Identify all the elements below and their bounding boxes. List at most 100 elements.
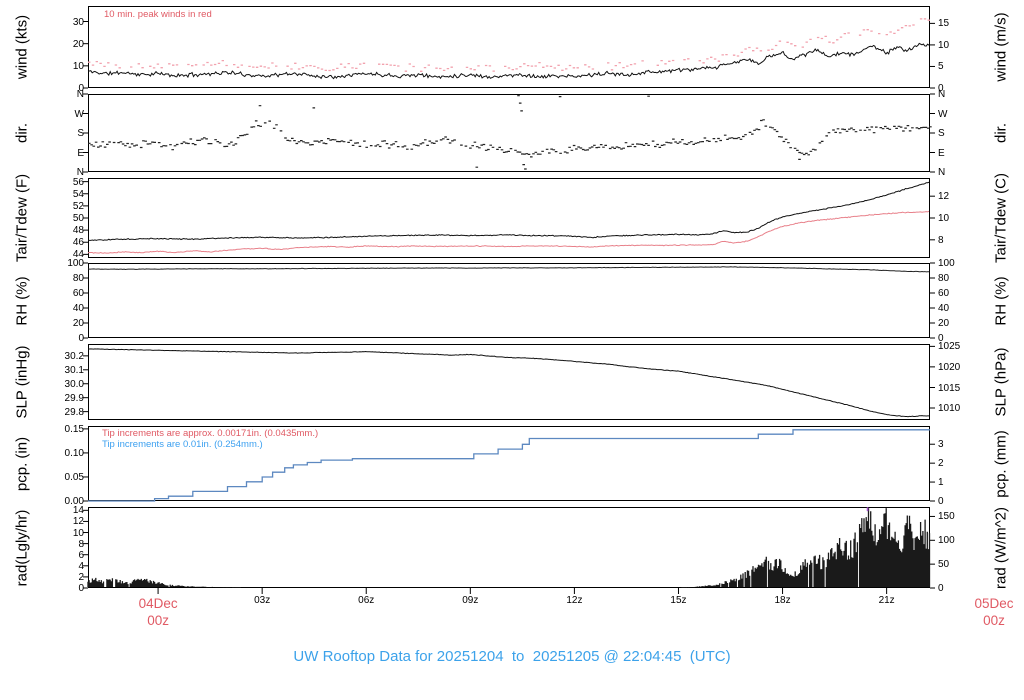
tair-left-axis-title: Tair/Tdew (F) [13, 173, 31, 263]
panel-pcp-plot [83, 426, 935, 502]
pcp-ytick-right-1: 1 [938, 477, 944, 489]
x-axis-end-date-label: 05Dec 00z [956, 595, 1024, 629]
panel-tair-plot [83, 178, 935, 258]
end-date-line2: 00z [983, 613, 1005, 628]
pcp-ytick-right-2: 2 [938, 458, 944, 470]
rh-ytick-left-1: 20 [72, 318, 84, 329]
wind-annotation-0: 10 min. peak winds in red [104, 9, 212, 20]
figure-title: UW Rooftop Data for 20251204 to 20251205… [293, 648, 731, 665]
slp-ytick-right-0: 1010 [938, 403, 961, 414]
tair-ytick-right-0: 8 [938, 234, 944, 246]
rad-ytick-left-0: 0 [78, 583, 84, 594]
dir-ytick-right-4: N [938, 167, 946, 178]
x-axis-start-date-label: 04Dec 00z [118, 595, 198, 629]
dir-ytick-right-0: N [938, 89, 946, 100]
panel-dir-plot [83, 93, 935, 173]
x-tick-label-03z: 03z [254, 595, 271, 606]
rad-right-axis-title: rad (W/m^2) [992, 506, 1010, 589]
wind-ytick-right-2: 10 [938, 39, 950, 51]
tair-ytick-left-2: 48 [72, 225, 84, 237]
slp-ytick-left-0: 29.8 [64, 406, 84, 418]
rad-ytick-right-2: 100 [938, 535, 955, 547]
rh-left-axis-title: RH (%) [13, 275, 31, 326]
panel-slp-plot [83, 344, 935, 420]
wind-left-axis-title: wind (kts) [13, 14, 31, 80]
wind-ytick-right-3: 15 [938, 18, 950, 30]
rad-ytick-left-5: 10 [72, 527, 84, 539]
rad-ytick-left-4: 8 [78, 538, 84, 550]
panel-rh-plot [83, 262, 935, 339]
panel-wind-plot [83, 6, 935, 89]
slp-ytick-right-3: 1025 [938, 341, 961, 353]
rh-right-axis-title: RH (%) [992, 275, 1010, 326]
slp-ytick-right-2: 1020 [938, 361, 961, 373]
rh-ytick-right-0: 0 [938, 333, 944, 344]
rh-ytick-right-5: 100 [938, 258, 955, 269]
rad-ytick-left-6: 12 [72, 516, 84, 528]
rad-ytick-right-1: 50 [938, 559, 950, 571]
dir-ytick-left-4: N [76, 167, 84, 178]
pcp-annotation-1: Tip increments are 0.01in. (0.254mm.) [102, 439, 263, 450]
tair-ytick-left-1: 46 [72, 237, 84, 249]
dir-ytick-right-2: S [938, 128, 945, 139]
dir-ytick-left-2: S [77, 128, 84, 139]
start-date-line2: 00z [147, 613, 169, 628]
pcp-ytick-left-1: 0.05 [64, 471, 84, 483]
dir-ytick-left-0: N [76, 89, 84, 100]
rh-ytick-right-4: 80 [938, 273, 950, 284]
x-tick-label-06z: 06z [358, 595, 375, 606]
rh-ytick-left-2: 40 [72, 303, 84, 314]
rad-left-axis-title: rad(Lgly/hr) [13, 509, 31, 586]
wind-ytick-right-0: 0 [938, 83, 944, 94]
wind-ytick-left-2: 20 [72, 38, 84, 50]
x-tick-label-15z: 15z [670, 595, 687, 606]
x-tick-label-18z: 18z [774, 595, 791, 606]
slp-ytick-right-1: 1015 [938, 382, 961, 394]
dir-left-axis-title: dir. [13, 122, 31, 144]
pcp-ytick-left-2: 0.10 [64, 447, 84, 459]
tair-ytick-left-3: 50 [72, 213, 84, 224]
rad-ytick-right-0: 0 [938, 583, 944, 594]
wind-ytick-right-1: 5 [938, 61, 944, 73]
start-date-line1: 04Dec [138, 596, 178, 611]
tair-ytick-right-1: 10 [938, 213, 950, 224]
rad-ytick-left-2: 4 [78, 560, 84, 572]
dir-ytick-left-1: W [74, 108, 84, 120]
pcp-ytick-right-0: 0 [938, 496, 944, 507]
tair-ytick-left-0: 44 [72, 249, 84, 261]
tair-ytick-left-5: 54 [72, 188, 84, 200]
wind-ytick-left-0: 0 [78, 83, 84, 94]
pcp-ytick-left-3: 0.15 [64, 423, 84, 435]
rh-ytick-right-1: 20 [938, 318, 950, 329]
rh-ytick-right-3: 60 [938, 288, 950, 299]
tair-ytick-right-2: 12 [938, 191, 950, 203]
pcp-ytick-left-0: 0.00 [64, 496, 84, 507]
pcp-right-axis-title: pcp. (mm) [992, 429, 1010, 498]
rh-ytick-left-3: 60 [72, 288, 84, 299]
wind-ytick-left-1: 10 [72, 60, 84, 72]
rad-ytick-left-1: 2 [78, 571, 84, 583]
panel-rad-plot [83, 507, 935, 594]
rh-ytick-right-2: 40 [938, 303, 950, 314]
rad-ytick-right-3: 150 [938, 511, 955, 523]
pcp-annotation-0: Tip increments are approx. 0.00171in. (0… [102, 428, 319, 439]
dir-ytick-left-3: E [77, 147, 84, 159]
rh-ytick-left-4: 80 [72, 273, 84, 284]
rad-ytick-left-7: 14 [72, 505, 84, 517]
rad-ytick-left-3: 6 [78, 549, 84, 561]
slp-right-axis-title: SLP (hPa) [992, 347, 1010, 417]
end-date-line1: 05Dec [974, 596, 1014, 611]
pcp-left-axis-title: pcp. (in) [13, 436, 31, 491]
wind-right-axis-title: wind (m/s) [992, 12, 1010, 82]
dir-ytick-right-1: W [938, 108, 948, 120]
dir-right-axis-title: dir. [992, 122, 1010, 144]
slp-left-axis-title: SLP (inHg) [13, 345, 31, 419]
tair-ytick-left-6: 56 [72, 176, 84, 188]
slp-ytick-left-3: 30.1 [64, 364, 84, 376]
slp-ytick-left-1: 29.9 [64, 392, 84, 404]
slp-ytick-left-2: 30.0 [64, 378, 84, 390]
tair-right-axis-title: Tair/Tdew (C) [992, 172, 1010, 264]
rh-ytick-left-5: 100 [67, 258, 84, 269]
pcp-ytick-right-3: 3 [938, 439, 944, 451]
